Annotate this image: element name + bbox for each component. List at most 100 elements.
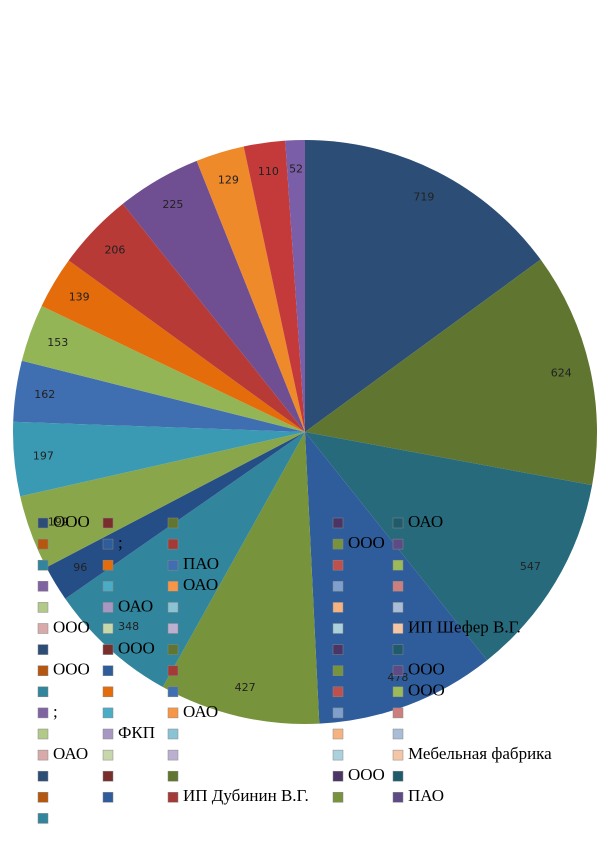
legend-swatch bbox=[37, 665, 49, 676]
legend-swatch bbox=[167, 728, 179, 740]
data-label: 153 bbox=[47, 336, 68, 349]
legend-swatch bbox=[332, 686, 344, 698]
legend-label: ИП Шефер В.Г. bbox=[408, 617, 521, 636]
legend-label: ; bbox=[53, 702, 58, 721]
legend-swatch bbox=[37, 728, 49, 740]
legend-label: ООО bbox=[348, 765, 385, 784]
legend-swatch bbox=[167, 581, 179, 592]
legend-swatch bbox=[102, 770, 114, 782]
legend-swatch bbox=[332, 538, 344, 550]
legend-swatch bbox=[102, 581, 114, 592]
legend-swatch bbox=[37, 749, 49, 761]
legend-swatch bbox=[37, 707, 49, 719]
legend-label: ООО bbox=[53, 660, 90, 679]
legend-swatch bbox=[332, 770, 344, 782]
data-label: 348 bbox=[118, 620, 139, 633]
legend-swatch bbox=[37, 538, 49, 550]
legend-swatch bbox=[332, 792, 344, 803]
legend-label: ФКП bbox=[118, 723, 155, 742]
data-label: 547 bbox=[520, 560, 541, 573]
legend-swatch bbox=[332, 707, 344, 719]
pie-slice bbox=[41, 260, 305, 432]
legend-swatch bbox=[167, 559, 179, 571]
data-label: 139 bbox=[69, 291, 90, 304]
pie-slice bbox=[21, 305, 305, 432]
legend-swatch bbox=[37, 770, 49, 782]
legend-swatch bbox=[167, 707, 179, 719]
legend-label: ОАО bbox=[53, 744, 88, 763]
data-label: 225 bbox=[162, 198, 183, 211]
data-label: 197 bbox=[33, 450, 54, 463]
data-label: 199 bbox=[48, 516, 69, 529]
legend-swatch bbox=[102, 538, 114, 550]
legend-swatch bbox=[167, 602, 179, 613]
legend-label: ПАО bbox=[183, 554, 219, 573]
legend-swatch bbox=[392, 559, 404, 571]
data-label: 427 bbox=[235, 681, 256, 694]
legend-swatch bbox=[392, 686, 404, 698]
legend-label: ООО bbox=[118, 639, 155, 658]
legend-swatch bbox=[37, 813, 49, 824]
legend-swatch bbox=[392, 728, 404, 740]
legend-label: ; bbox=[118, 533, 123, 552]
data-label: 719 bbox=[413, 191, 434, 204]
legend-swatch bbox=[167, 665, 179, 676]
data-label: 129 bbox=[218, 174, 239, 187]
legend-swatch bbox=[37, 517, 49, 529]
legend-label: Мебельная фабрика bbox=[408, 744, 552, 763]
legend-label: ОАО bbox=[183, 575, 218, 594]
legend-swatch bbox=[392, 665, 404, 676]
legend-label: ОАО bbox=[118, 596, 153, 615]
legend-label: ООО bbox=[408, 660, 445, 679]
legend-swatch bbox=[392, 749, 404, 761]
pie-slice bbox=[305, 432, 593, 661]
legend-swatch bbox=[37, 581, 49, 592]
data-label: 624 bbox=[551, 367, 572, 380]
legend-swatch bbox=[392, 538, 404, 550]
legend-label: ООО bbox=[348, 533, 385, 552]
legend-label: ООО bbox=[408, 681, 445, 700]
legend-label: ОАО bbox=[408, 512, 443, 531]
legend-label: ООО bbox=[53, 512, 90, 531]
legend-label: ПАО bbox=[408, 786, 444, 805]
legend-swatch bbox=[167, 644, 179, 655]
legend-swatch bbox=[102, 517, 114, 529]
legend-swatch bbox=[167, 770, 179, 782]
legend-label: ОАО bbox=[183, 702, 218, 721]
legend-label: ИП Дубинин В.Г. bbox=[183, 786, 309, 805]
legend-swatch bbox=[167, 623, 179, 634]
legend-swatch bbox=[37, 559, 49, 571]
legend-swatch bbox=[332, 559, 344, 571]
data-label: 162 bbox=[34, 388, 55, 401]
legend-swatch bbox=[392, 517, 404, 529]
pie-slice bbox=[305, 432, 488, 724]
legend-swatch bbox=[102, 707, 114, 719]
pie-slice bbox=[68, 203, 306, 432]
legend-swatch bbox=[332, 623, 344, 634]
legend-swatch bbox=[167, 749, 179, 761]
pie-slice bbox=[305, 259, 597, 486]
legend-swatch bbox=[332, 749, 344, 761]
legend-swatch bbox=[332, 517, 344, 529]
pie-slice bbox=[122, 160, 305, 433]
data-label: 206 bbox=[104, 243, 125, 256]
data-label: 96 bbox=[73, 561, 87, 574]
pie-slice bbox=[13, 360, 306, 432]
pie-slice bbox=[243, 140, 305, 432]
legend-swatch bbox=[392, 581, 404, 592]
legend-swatch bbox=[102, 749, 114, 761]
legend-swatch bbox=[102, 728, 114, 740]
legend-swatch bbox=[332, 665, 344, 676]
legend-swatch bbox=[102, 644, 114, 655]
pie-slice bbox=[305, 140, 541, 432]
legend-swatch bbox=[332, 602, 344, 613]
legend-swatch bbox=[332, 644, 344, 655]
legend-swatch bbox=[37, 623, 49, 634]
legend-swatch bbox=[167, 686, 179, 698]
data-label: 52 bbox=[289, 162, 303, 175]
legend-swatch bbox=[392, 644, 404, 655]
legend-swatch bbox=[102, 665, 114, 676]
legend-swatch bbox=[392, 707, 404, 719]
pie-slice bbox=[65, 432, 305, 688]
